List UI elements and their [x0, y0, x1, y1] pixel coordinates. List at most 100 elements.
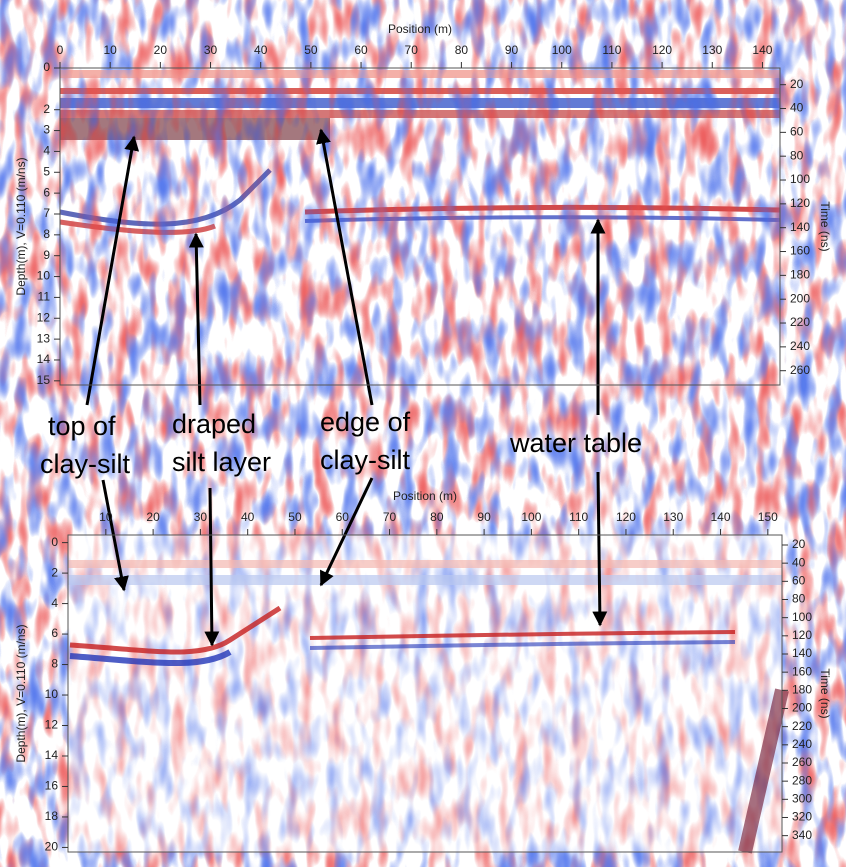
x-tick-label: 20 — [146, 510, 160, 524]
y2-tick-label: 20 — [792, 537, 806, 551]
x-tick-label: 120 — [652, 43, 672, 57]
y-tick-label: 11 — [38, 290, 51, 304]
y2-tick-label: 280 — [792, 773, 812, 787]
y-tick-label: 2 — [51, 565, 58, 579]
radargram-image — [59, 68, 781, 385]
y2-tick-label: 100 — [792, 610, 812, 624]
x-tick-label: 90 — [477, 510, 491, 524]
y-tick-label: 5 — [43, 164, 50, 178]
x-tick-label: 100 — [552, 43, 572, 57]
x-tick-label: 70 — [383, 510, 397, 524]
annotation-text: top of — [48, 411, 116, 441]
x-tick-label: 40 — [254, 43, 268, 57]
y-tick-label: 0 — [43, 60, 50, 74]
y2-tick-label: 340 — [792, 828, 812, 842]
x-tick-label: 10 — [99, 510, 113, 524]
x-tick-label: 100 — [521, 510, 541, 524]
y2-tick-label: 120 — [790, 196, 810, 210]
y2-tick-label: 140 — [790, 220, 810, 234]
annotation-text: clay-silt — [320, 445, 411, 475]
y-tick-label: 10 — [37, 269, 51, 283]
x-tick-label: 80 — [430, 510, 444, 524]
x-tick-label: 10 — [103, 43, 117, 57]
y2-tick-label: 100 — [790, 172, 810, 186]
y2-tick-label: 60 — [792, 573, 806, 587]
y-tick-label: 6 — [51, 626, 58, 640]
annotation-text: draped — [172, 409, 256, 439]
annotation-text: silt layer — [172, 447, 271, 477]
y-tick-label: 4 — [51, 596, 58, 610]
y2-tick-label: 180 — [790, 268, 810, 282]
annotation-text: edge of — [320, 407, 411, 437]
y-tick-label: 2 — [43, 102, 50, 116]
x-tick-label: 0 — [57, 43, 64, 57]
y-tick-label: 18 — [45, 809, 59, 823]
x-axis-title: Position (m) — [393, 489, 457, 503]
y2-tick-label: 80 — [790, 148, 804, 162]
y2-axis-title: Time (ns) — [818, 668, 832, 718]
annotation-text: clay-silt — [40, 449, 131, 479]
y2-axis-title: Time (ns) — [818, 201, 832, 251]
y-tick-label: 13 — [37, 331, 51, 345]
y2-tick-label: 20 — [790, 77, 804, 91]
y2-tick-label: 120 — [792, 628, 812, 642]
y-axis-title: Depth(m), V=0.110 (m/ns) — [14, 157, 28, 295]
x-tick-label: 140 — [752, 43, 772, 57]
y2-tick-label: 40 — [792, 555, 806, 569]
y2-tick-label: 220 — [790, 315, 810, 329]
y2-tick-label: 300 — [792, 791, 812, 805]
y-axis-title: Depth(m), V=0.110 (m/ns) — [14, 624, 28, 762]
y2-tick-label: 200 — [792, 701, 812, 715]
x-tick-label: 140 — [711, 510, 731, 524]
x-tick-label: 90 — [505, 43, 519, 57]
x-tick-label: 60 — [336, 510, 350, 524]
radargram-image — [68, 535, 789, 854]
y-tick-label: 3 — [43, 123, 50, 137]
annotation-text: water table — [509, 428, 642, 458]
y-tick-label: 14 — [45, 748, 59, 762]
y-tick-label: 8 — [51, 657, 58, 671]
x-tick-label: 50 — [304, 43, 318, 57]
y2-tick-label: 320 — [792, 810, 812, 824]
plot-frame — [59, 67, 781, 386]
y2-tick-label: 260 — [790, 363, 810, 377]
y-tick-label: 12 — [37, 310, 51, 324]
y-tick-label: 6 — [43, 185, 50, 199]
x-tick-label: 120 — [616, 510, 636, 524]
y2-tick-label: 200 — [790, 291, 810, 305]
x-tick-label: 30 — [194, 510, 208, 524]
y2-tick-label: 160 — [792, 664, 812, 678]
y-tick-label: 16 — [45, 779, 59, 793]
annotation-arrows — [85, 128, 608, 647]
x-tick-label: 30 — [204, 43, 218, 57]
y2-tick-label: 240 — [792, 737, 812, 751]
y2-tick-label: 240 — [790, 339, 810, 353]
x-tick-label: 150 — [758, 510, 778, 524]
y-tick-label: 15 — [37, 373, 51, 387]
y2-tick-label: 160 — [790, 244, 810, 258]
x-tick-label: 130 — [663, 510, 683, 524]
x-tick-label: 60 — [354, 43, 368, 57]
x-axis-title: Position (m) — [388, 22, 452, 36]
y2-tick-label: 80 — [792, 592, 806, 606]
x-tick-label: 20 — [154, 43, 168, 57]
x-tick-label: 110 — [602, 43, 621, 57]
y-tick-label: 7 — [43, 206, 50, 220]
y2-tick-label: 220 — [792, 719, 812, 733]
y-tick-label: 10 — [45, 687, 59, 701]
y-tick-label: 20 — [45, 840, 59, 854]
y-tick-label: 8 — [43, 227, 50, 241]
plot-frame — [67, 534, 783, 853]
y2-tick-label: 60 — [790, 125, 804, 139]
y2-tick-label: 140 — [792, 646, 812, 660]
x-tick-label: 40 — [241, 510, 255, 524]
x-tick-label: 130 — [702, 43, 722, 57]
y-tick-label: 0 — [51, 535, 58, 549]
y2-tick-label: 40 — [790, 101, 804, 115]
x-tick-label: 80 — [455, 43, 469, 57]
y-tick-label: 12 — [45, 718, 59, 732]
y2-tick-label: 180 — [792, 682, 812, 696]
y-tick-label: 9 — [43, 248, 50, 262]
x-tick-label: 50 — [288, 510, 302, 524]
